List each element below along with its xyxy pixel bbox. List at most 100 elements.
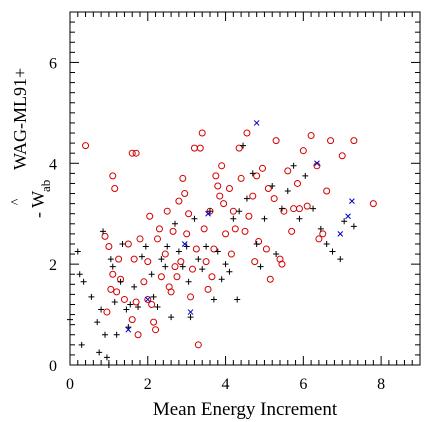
data-point-circle [196,144,204,152]
data-point-circle [212,172,220,180]
data-point-cross [205,210,211,217]
data-point-plus [127,301,134,308]
data-point-plus [323,240,330,247]
data-point-plus [96,349,103,356]
data-point-circle [171,263,179,271]
axis-tick-labels: 0 2 4 6 8 0 2 4 6 [49,55,385,393]
data-point-plus [341,218,348,225]
data-point-plus [317,225,324,232]
data-point-plus [164,243,171,250]
data-point-cross [187,309,194,315]
data-point-circle [132,298,140,306]
data-point-plus [94,319,101,326]
data-point-plus [210,296,217,303]
data-point-plus [261,215,268,222]
data-point-circle [266,275,274,283]
data-point-plus [131,283,138,290]
data-point-plus [249,170,256,177]
data-point-circle [241,227,249,235]
y-axis-label: WAG-ML91+ ^ - W ab [9,68,53,218]
y-axis-label-main: WAG-ML91+ [10,68,30,170]
data-point-plus [135,304,142,311]
axis-ticks [69,11,421,366]
data-point-plus [203,243,210,250]
data-point-circle [272,137,280,145]
data-point-circle [264,185,272,192]
x-axis-label: Mean Energy Increment [153,399,338,420]
data-point-circle [338,152,346,160]
data-point-plus [329,248,336,255]
data-point-circle [146,212,154,220]
data-point-circle [189,265,196,273]
data-point-plus [214,248,221,255]
data-point-circle [249,192,257,200]
data-point-cross [253,120,260,126]
data-point-circle [134,331,142,339]
data-point-circle [259,164,266,172]
data-point-plus [142,243,149,250]
data-point-circle [220,200,228,208]
data-point-circle [128,149,136,157]
data-point-cross [181,241,188,247]
data-point-plus [168,314,175,321]
data-point-circle [295,205,303,213]
data-point-plus [278,205,285,212]
data-point-plus [158,256,165,263]
x-tick-label: 2 [144,376,152,393]
data-point-circle [214,182,222,190]
data-point-circle [235,144,243,152]
data-point-circle [202,258,210,266]
data-point-circle [157,273,165,281]
data-point-plus [150,293,157,300]
data-point-circle [350,137,358,145]
data-point-circle [140,278,148,286]
data-point-circle [303,202,311,210]
data-point-cross [314,160,320,167]
data-point-circle [109,172,117,180]
data-point-circle [152,326,160,334]
data-point-plus [195,256,202,263]
data-point-plus [119,240,126,247]
data-point-circle [299,147,307,155]
data-point-circle [218,162,226,170]
data-point-cross [337,231,344,237]
data-point-circle [231,225,239,233]
data-point-circle [323,187,331,195]
data-point-circle [175,197,183,205]
data-point-plus [102,331,108,338]
data-point-plus [234,296,241,303]
data-point-cross [345,213,351,220]
data-point-plus [187,314,194,321]
data-point-circle [177,258,185,266]
x-tick-label: 4 [222,376,230,393]
data-point-plus [107,256,114,263]
data-point-circle [82,142,90,150]
data-point-plus [185,278,192,285]
data-point-circle [130,255,138,263]
data-point-plus [230,215,237,222]
data-point-circle [144,295,152,303]
data-point-plus [226,268,233,275]
data-point-plus [162,263,169,270]
data-point-plus [88,293,95,300]
data-point-plus [243,195,250,202]
data-point-circle [144,258,152,266]
data-point-circle [284,167,292,175]
data-point-cross [349,198,355,204]
data-point-circle [229,207,237,215]
data-point-circle [187,293,195,301]
data-point-circle [105,242,113,250]
data-point-plus [199,266,206,273]
data-point-plus [123,306,130,313]
data-point-cross [144,296,151,303]
data-point-circle [243,129,251,137]
data-point-plus [191,215,198,222]
plot-frame [69,11,421,366]
data-point-circle [190,144,198,152]
data-point-circle [101,232,109,240]
data-point-circle [163,207,171,215]
data-point-circle [103,308,111,316]
data-point-plus [310,205,317,212]
data-point-circle [222,230,230,238]
data-point-plus [269,182,276,189]
